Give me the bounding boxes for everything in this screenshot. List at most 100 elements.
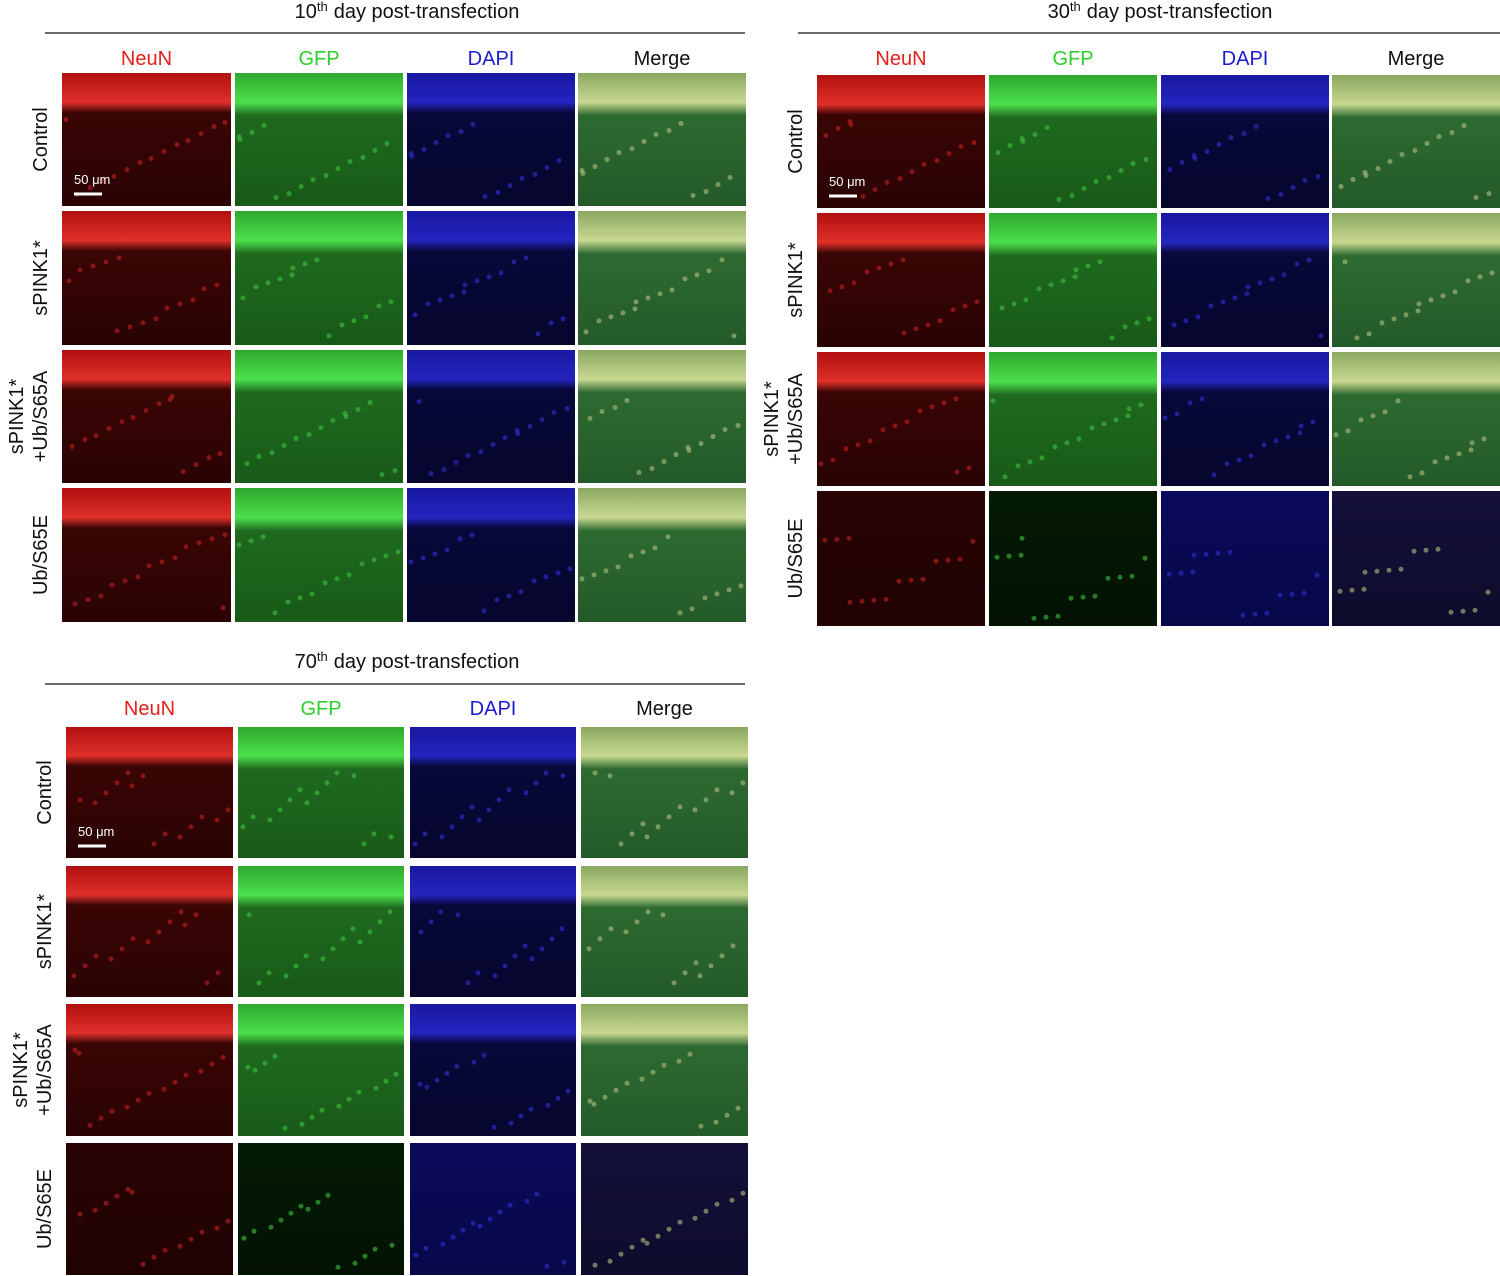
- cell: [372, 148, 378, 154]
- cell: [1362, 569, 1368, 575]
- cell: [925, 322, 931, 328]
- cell: [1171, 322, 1177, 328]
- cell: [1338, 184, 1344, 190]
- cell: [719, 257, 725, 263]
- cell: [304, 800, 310, 806]
- cell: [671, 980, 677, 986]
- cell: [1023, 297, 1029, 303]
- cell: [305, 1206, 311, 1212]
- cell: [246, 912, 252, 918]
- cell: [823, 133, 829, 139]
- cell: [1183, 318, 1189, 324]
- cell: [512, 953, 518, 959]
- cell: [222, 120, 228, 126]
- cell: [706, 268, 712, 274]
- cell: [888, 261, 894, 267]
- cell: [282, 1125, 288, 1131]
- cell: [453, 460, 459, 466]
- cell: [719, 953, 725, 959]
- cell: [266, 970, 272, 976]
- cell: [623, 929, 629, 935]
- cell: [287, 797, 293, 803]
- cell: [486, 807, 492, 813]
- cell: [531, 578, 537, 584]
- cell: [298, 1203, 304, 1209]
- cell: [597, 936, 603, 942]
- scale-bar-label: 50 μm: [78, 824, 114, 839]
- column-header: NeuN: [124, 698, 175, 720]
- cell: [148, 156, 154, 162]
- micrograph: [1332, 75, 1500, 208]
- cell: [496, 797, 502, 803]
- cell: [1366, 331, 1372, 337]
- cell: [336, 1103, 342, 1109]
- cell: [1228, 135, 1234, 141]
- cell: [1190, 569, 1196, 575]
- cell: [535, 331, 541, 337]
- cell: [283, 973, 289, 979]
- cell: [1285, 434, 1291, 440]
- cell: [703, 189, 709, 195]
- cell: [319, 1107, 325, 1113]
- cell: [1477, 274, 1483, 280]
- cell: [383, 1078, 389, 1084]
- cell: [690, 193, 696, 199]
- cell: [178, 909, 184, 915]
- cell: [543, 770, 549, 776]
- cell: [240, 295, 246, 301]
- micrograph: [235, 211, 403, 345]
- cell: [109, 1108, 115, 1114]
- cell: [920, 576, 926, 582]
- cell: [1489, 270, 1495, 276]
- cell: [534, 1191, 540, 1197]
- cell: [77, 1211, 83, 1217]
- cell: [470, 1220, 476, 1226]
- cell: [523, 790, 529, 796]
- cell: [103, 1200, 109, 1206]
- cell: [908, 577, 914, 583]
- micrograph: [410, 727, 576, 858]
- micrograph: [235, 488, 403, 622]
- row-label: sPINK1*: [785, 242, 807, 318]
- cell: [125, 1186, 131, 1192]
- cell: [297, 595, 303, 601]
- cell: [827, 288, 833, 294]
- cell: [698, 441, 704, 447]
- cell: [156, 929, 162, 935]
- cell: [1002, 474, 1008, 480]
- cell: [708, 963, 714, 969]
- cell: [389, 1242, 395, 1248]
- cell: [250, 814, 256, 820]
- cell: [710, 434, 716, 440]
- cell: [1142, 555, 1148, 561]
- cell: [183, 1072, 189, 1078]
- cell: [475, 970, 481, 976]
- cell: [1244, 291, 1250, 297]
- cell: [214, 1225, 220, 1231]
- cell: [843, 446, 849, 452]
- cell: [1138, 402, 1144, 408]
- cell: [871, 597, 877, 603]
- cell: [162, 831, 168, 837]
- cell: [125, 770, 131, 776]
- cell: [92, 800, 98, 806]
- cell: [697, 973, 703, 979]
- cell: [119, 946, 125, 952]
- cell: [417, 1081, 423, 1087]
- title-number: 10: [295, 1, 317, 23]
- cell: [248, 538, 254, 544]
- cell: [209, 1061, 215, 1067]
- cell: [1273, 438, 1279, 444]
- micrograph: [989, 491, 1157, 626]
- cell: [518, 589, 524, 595]
- cell: [423, 1245, 429, 1251]
- cell: [966, 465, 972, 471]
- cell: [970, 538, 976, 544]
- cell: [1072, 274, 1078, 280]
- micrograph: [581, 727, 748, 858]
- cell: [1178, 570, 1184, 576]
- cell: [548, 320, 554, 326]
- cell: [724, 1112, 730, 1118]
- cell: [872, 187, 878, 193]
- cell: [1375, 166, 1381, 172]
